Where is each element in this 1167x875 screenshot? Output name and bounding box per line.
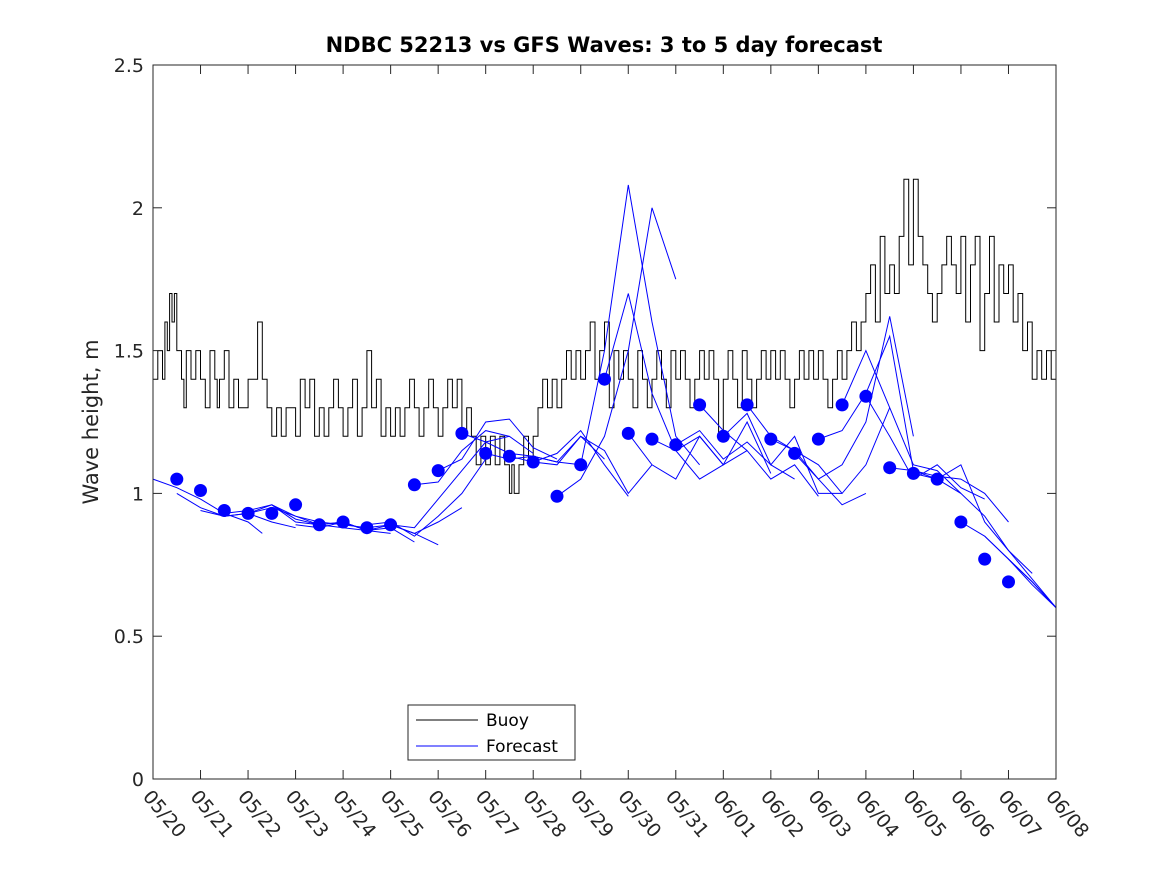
forecast-run-line	[936, 478, 1057, 608]
forecast-run-line	[627, 433, 748, 480]
forecast-marker	[574, 458, 588, 472]
forecast-marker	[598, 372, 611, 386]
legend-buoy-label: Buoy	[486, 711, 529, 731]
y-tick-label: 1	[132, 483, 144, 505]
forecast-marker	[669, 438, 683, 452]
forecast-run-line	[675, 429, 795, 480]
forecast-marker	[336, 515, 350, 529]
forecast-marker	[550, 489, 564, 503]
forecast-marker	[740, 398, 754, 412]
plot-frame	[152, 64, 1057, 780]
forecast-marker	[835, 398, 849, 412]
forecast-marker	[526, 455, 540, 469]
forecast-marker	[788, 446, 802, 460]
plot-area	[153, 65, 1056, 779]
forecast-run-line	[390, 435, 510, 529]
forecast-marker	[502, 449, 516, 463]
forecast-marker	[906, 466, 920, 480]
forecast-run-line	[1008, 558, 1057, 608]
forecast-marker	[859, 389, 873, 403]
forecast-marker	[479, 446, 493, 460]
forecast-marker	[1002, 575, 1015, 589]
buoy-line	[153, 178, 1057, 494]
forecast-run-line	[556, 207, 677, 497]
y-tick-label: 2.5	[114, 55, 144, 77]
forecast-run-line	[865, 396, 985, 500]
forecast-marker	[407, 478, 421, 492]
forecast-marker	[883, 461, 897, 475]
forecast-marker	[241, 506, 255, 520]
forecast-marker	[978, 552, 992, 566]
forecast-marker	[716, 429, 730, 443]
forecast-marker	[194, 484, 207, 497]
legend: Buoy Forecast	[407, 704, 576, 761]
forecast-run-line	[699, 404, 819, 497]
forecast-marker	[764, 432, 778, 446]
y-tick-label: 0.5	[114, 626, 144, 648]
forecast-marker	[217, 504, 231, 517]
forecast-run-line	[746, 404, 867, 506]
forecast-run-line	[533, 435, 653, 495]
legend-forecast-label: Forecast	[486, 737, 558, 757]
forecast-marker	[289, 498, 303, 512]
forecast-marker	[431, 464, 445, 478]
forecast-run-line	[794, 316, 914, 480]
forecast-marker	[811, 432, 825, 446]
forecast-marker	[621, 426, 635, 440]
forecast-run-line	[461, 432, 581, 466]
chart-title: NDBC 52213 vs GFS Waves: 3 to 5 day fore…	[326, 33, 883, 57]
legend-box	[407, 704, 576, 761]
forecast-marker	[954, 515, 968, 529]
y-axis-label: Wave height, m	[79, 339, 103, 504]
forecast-marker	[693, 398, 707, 412]
forecast-marker	[170, 472, 184, 486]
buoy-series	[153, 178, 1057, 494]
forecast-marker	[360, 521, 374, 535]
forecast-marker	[384, 518, 398, 532]
forecast-markers	[170, 372, 1015, 589]
forecast-marker	[645, 432, 659, 446]
y-tick-label: 1.5	[114, 341, 144, 363]
y-tick-label: 0	[132, 769, 144, 791]
forecast-run-line	[152, 478, 263, 534]
y-tick-label: 2	[132, 198, 144, 220]
forecast-marker	[265, 506, 279, 520]
y-tick-labels: 0 0.5 1 1.5 2 2.5	[114, 55, 144, 791]
forecast-marker	[930, 472, 944, 486]
forecast-marker	[455, 426, 469, 440]
forecast-marker	[312, 518, 326, 532]
forecast-run-line	[437, 418, 558, 472]
axis-ticks	[152, 64, 1057, 780]
forecast-run-line	[604, 293, 724, 480]
forecast-run-line	[722, 412, 843, 494]
